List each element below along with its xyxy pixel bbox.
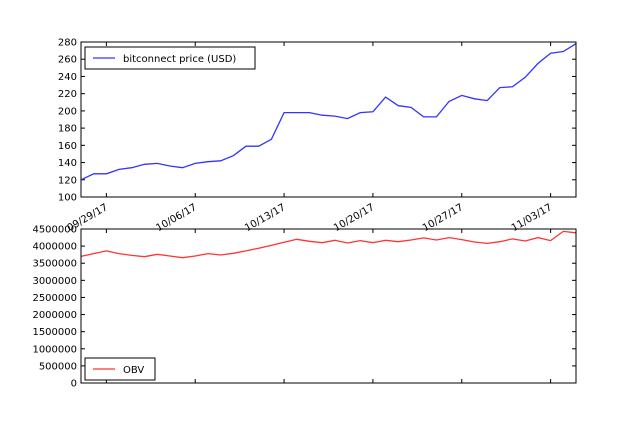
obv-ytick-label: 4500000: [32, 225, 77, 236]
price-ytick-label: 100: [58, 193, 77, 204]
price-ytick-label: 120: [58, 175, 77, 186]
obv-ytick-label: 2000000: [32, 310, 77, 321]
obv-ytick-label: 2500000: [32, 293, 77, 304]
obv-legend: OBV: [85, 358, 155, 380]
obv-ytick-label: 500000: [39, 361, 77, 372]
obv-series-line: [81, 231, 576, 257]
obv-legend-label: OBV: [123, 365, 144, 376]
obv-ytick-label: 1500000: [32, 327, 77, 338]
price-ytick-label: 280: [58, 38, 77, 49]
obv-ytick-label: 3000000: [32, 276, 77, 287]
price-ytick-label: 140: [58, 158, 77, 169]
price-legend: bitconnect price (USD): [85, 47, 255, 69]
price-ytick-label: 200: [58, 106, 77, 117]
obv-ytick-label: 1000000: [32, 344, 77, 355]
obv-ytick-label: 3500000: [32, 259, 77, 270]
obv-ytick-label: 4000000: [32, 242, 77, 253]
price-ytick-label: 160: [58, 141, 77, 152]
price-ytick-label: 260: [58, 55, 77, 66]
price-ytick-label: 220: [58, 89, 77, 100]
price-ytick-label: 240: [58, 72, 77, 83]
price-legend-label: bitconnect price (USD): [123, 54, 236, 65]
obv-panel: 0 500000 1000000 1500000 2000000 2500000 30000…: [32, 225, 576, 390]
price-ytick-label: 180: [58, 124, 77, 135]
obv-ytick-label: 0: [71, 379, 77, 390]
